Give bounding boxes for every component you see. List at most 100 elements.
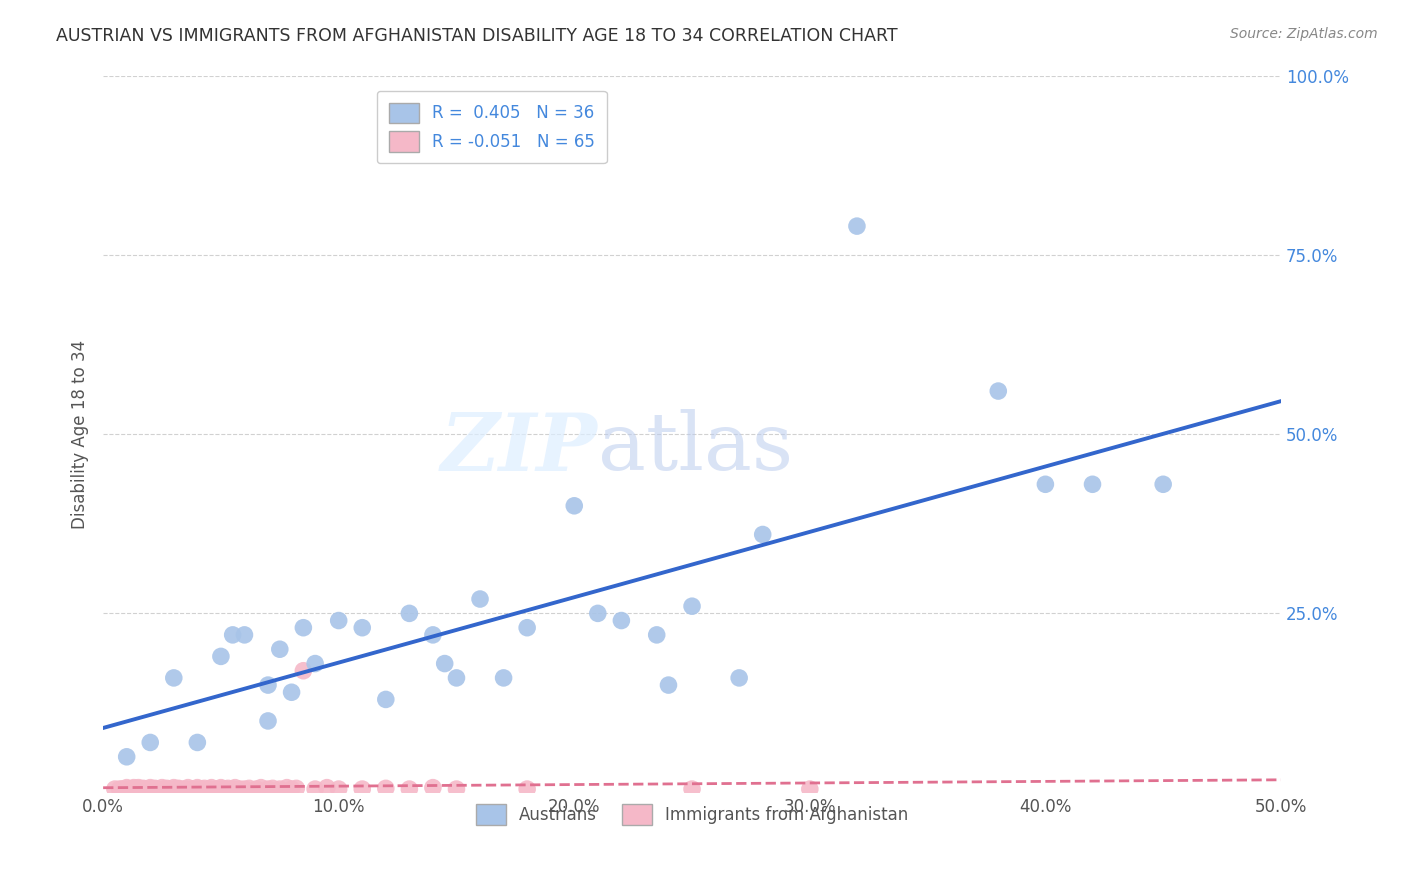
- Point: [142, 782, 165, 797]
- Point: [108, 782, 131, 797]
- Point: [186, 780, 208, 795]
- Point: [111, 782, 134, 797]
- Point: [681, 782, 703, 797]
- Point: [433, 657, 456, 671]
- Point: [262, 781, 284, 796]
- Point: [328, 782, 350, 797]
- Point: [645, 628, 668, 642]
- Point: [191, 782, 214, 797]
- Point: [181, 782, 204, 797]
- Point: [398, 782, 420, 797]
- Point: [122, 780, 145, 795]
- Point: [516, 621, 538, 635]
- Point: [150, 780, 173, 795]
- Point: [233, 628, 256, 642]
- Y-axis label: Disability Age 18 to 34: Disability Age 18 to 34: [72, 340, 89, 529]
- Point: [285, 781, 308, 796]
- Text: AUSTRIAN VS IMMIGRANTS FROM AFGHANISTAN DISABILITY AGE 18 TO 34 CORRELATION CHAR: AUSTRIAN VS IMMIGRANTS FROM AFGHANISTAN …: [56, 27, 898, 45]
- Point: [153, 782, 176, 797]
- Point: [468, 592, 491, 607]
- Point: [163, 780, 186, 795]
- Point: [120, 782, 142, 797]
- Point: [127, 780, 149, 795]
- Point: [165, 782, 187, 797]
- Point: [115, 782, 138, 797]
- Point: [1035, 477, 1057, 491]
- Point: [221, 628, 243, 642]
- Point: [170, 782, 193, 797]
- Point: [250, 780, 273, 795]
- Point: [163, 782, 186, 797]
- Point: [987, 384, 1010, 398]
- Point: [200, 780, 222, 795]
- Point: [177, 780, 200, 795]
- Point: [352, 782, 374, 797]
- Point: [446, 782, 468, 797]
- Point: [139, 780, 162, 795]
- Point: [304, 782, 326, 797]
- Point: [217, 781, 239, 796]
- Point: [374, 781, 396, 796]
- Point: [139, 735, 162, 749]
- Point: [129, 782, 152, 797]
- Point: [224, 780, 246, 795]
- Point: [292, 664, 315, 678]
- Text: atlas: atlas: [598, 409, 793, 487]
- Point: [728, 671, 751, 685]
- Point: [146, 782, 169, 797]
- Point: [751, 527, 773, 541]
- Point: [446, 671, 468, 685]
- Point: [657, 678, 679, 692]
- Point: [135, 782, 157, 797]
- Point: [193, 781, 215, 796]
- Point: [610, 614, 633, 628]
- Point: [304, 657, 326, 671]
- Point: [269, 782, 291, 797]
- Point: [143, 781, 166, 796]
- Point: [205, 782, 228, 797]
- Point: [845, 219, 868, 233]
- Point: [233, 782, 256, 797]
- Point: [1152, 477, 1174, 491]
- Point: [586, 607, 609, 621]
- Point: [562, 499, 585, 513]
- Point: [115, 749, 138, 764]
- Point: [280, 782, 302, 797]
- Point: [132, 781, 155, 796]
- Legend: Austrians, Immigrants from Afghanistan: Austrians, Immigrants from Afghanistan: [465, 794, 918, 835]
- Point: [167, 781, 190, 796]
- Point: [257, 678, 280, 692]
- Point: [422, 780, 444, 795]
- Point: [516, 782, 538, 797]
- Point: [157, 782, 180, 797]
- Point: [186, 735, 208, 749]
- Point: [352, 621, 374, 635]
- Point: [229, 782, 252, 797]
- Point: [198, 782, 221, 797]
- Point: [238, 781, 260, 796]
- Point: [174, 782, 197, 797]
- Point: [156, 781, 179, 796]
- Point: [257, 714, 280, 728]
- Point: [127, 782, 149, 797]
- Point: [186, 782, 208, 797]
- Point: [209, 782, 232, 797]
- Point: [316, 780, 339, 795]
- Point: [257, 782, 280, 797]
- Point: [374, 692, 396, 706]
- Point: [245, 782, 267, 797]
- Point: [328, 614, 350, 628]
- Point: [280, 685, 302, 699]
- Point: [292, 621, 315, 635]
- Point: [209, 780, 232, 795]
- Point: [269, 642, 291, 657]
- Text: Source: ZipAtlas.com: Source: ZipAtlas.com: [1230, 27, 1378, 41]
- Point: [115, 780, 138, 795]
- Text: ZIP: ZIP: [441, 409, 598, 487]
- Point: [214, 782, 236, 797]
- Point: [799, 782, 821, 797]
- Point: [398, 607, 420, 621]
- Point: [276, 780, 298, 795]
- Point: [209, 649, 232, 664]
- Point: [1081, 477, 1104, 491]
